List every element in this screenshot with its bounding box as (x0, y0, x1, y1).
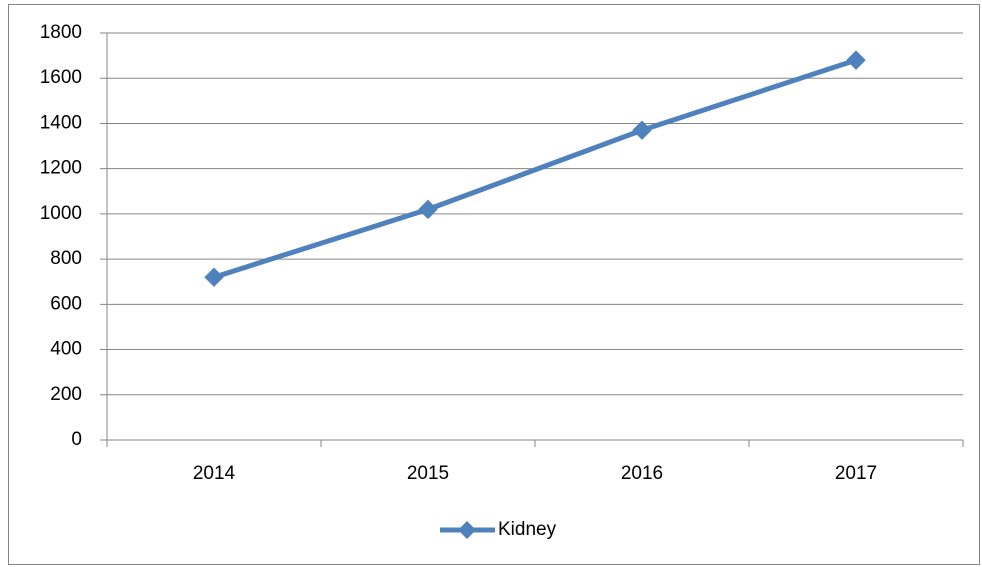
x-tick-label: 2014 (193, 463, 236, 484)
marker (418, 199, 438, 220)
y-tick-label: 400 (50, 339, 82, 360)
x-tick-label: 2016 (621, 463, 663, 484)
y-tick-label: 0 (71, 429, 82, 450)
chart-border (8, 4, 980, 565)
x-tick-label: 2017 (835, 463, 877, 484)
marker (846, 50, 866, 70)
y-tick-label: 1400 (40, 112, 82, 133)
y-tick-label: 1000 (40, 203, 82, 224)
x-tick-label: 2015 (407, 463, 449, 484)
y-tick-label: 800 (50, 248, 82, 269)
y-tick-label: 1200 (40, 158, 82, 179)
y-tick-label: 600 (50, 293, 82, 314)
line (213, 57, 857, 280)
marker (632, 120, 652, 140)
legend-marker (458, 521, 476, 539)
y-tick-label: 1800 (40, 22, 82, 43)
marker (204, 267, 224, 287)
legend-label: Kidney (498, 519, 557, 540)
y-tick-label: 1600 (40, 67, 82, 88)
y-tick-label: 200 (50, 384, 82, 405)
